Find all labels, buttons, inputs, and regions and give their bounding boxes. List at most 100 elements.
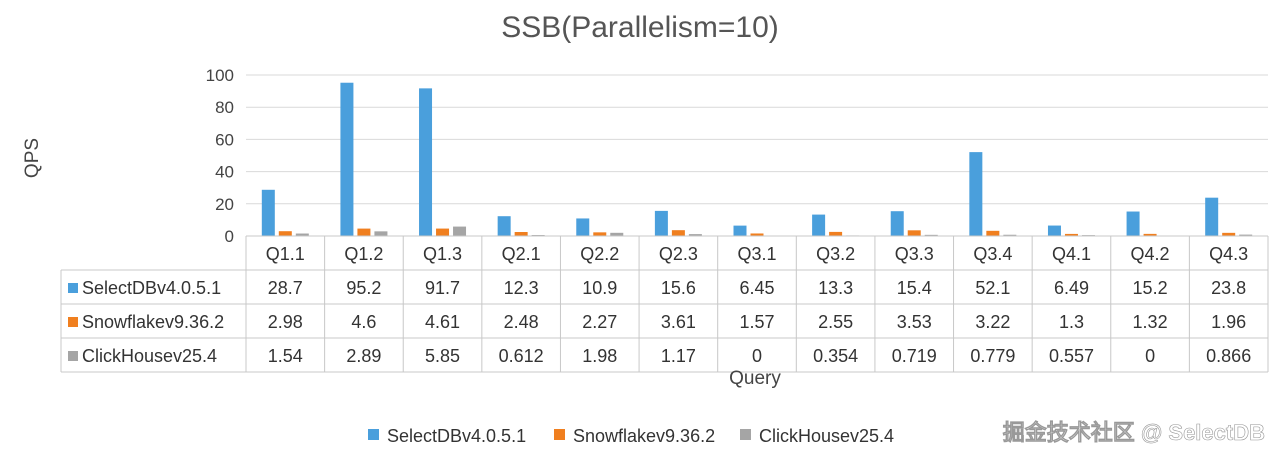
data-label: 0.779 [970,346,1015,366]
bar-0-11 [1126,211,1140,236]
legend-label: ClickHousev25.4 [759,426,894,446]
bar-1-7 [829,231,843,236]
bar-0-4 [576,218,590,236]
data-label: 15.6 [661,278,696,298]
data-label: 4.6 [351,312,376,332]
x-axis-title: Query [729,368,781,389]
legend-label: SelectDBv4.0.5.1 [387,426,526,446]
gridlines [246,74,1268,237]
data-label: 2.89 [346,346,381,366]
legend-swatch-1 [554,429,565,440]
bar-2-0 [295,233,309,236]
data-label: 2.27 [582,312,617,332]
watermark: 掘金技术社区 @ SelectDB [1002,420,1265,446]
bar-1-10 [1064,233,1078,236]
bar-1-1 [357,228,371,236]
data-label: 12.3 [504,278,539,298]
bar-2-1 [374,231,388,236]
data-label: 3.61 [661,312,696,332]
category-label: Q2.2 [580,244,619,264]
bar-1-11 [1143,233,1157,236]
bar-0-5 [654,210,668,236]
data-label: 6.45 [739,278,774,298]
bar-0-1 [340,82,354,236]
data-label: 1.57 [739,312,774,332]
data-label: 0 [1145,346,1155,366]
data-table: Q1.1 Q1.2 Q1.3 Q2.1 Q2.2 Q2.3 Q3.1 Q3.2 Q3.3 Q3.4… [60,235,1269,373]
category-label: Q3.1 [737,244,776,264]
data-label: 6.49 [1054,278,1089,298]
bar-0-3 [497,216,511,236]
data-label: 0 [752,346,762,366]
bars [261,82,1253,236]
bar-2-8 [924,234,938,236]
bar-2-2 [453,226,467,236]
y-tick-label: 60 [215,130,234,149]
legend-swatch-0 [368,429,379,440]
bar-0-10 [1047,225,1061,236]
data-label: 4.61 [425,312,460,332]
bar-0-12 [1205,197,1219,236]
data-label: 13.3 [818,278,853,298]
data-label: 0.612 [499,346,544,366]
category-label: Q2.3 [659,244,698,264]
category-label: Q1.1 [266,244,305,264]
data-label: 5.85 [425,346,460,366]
bar-0-0 [261,189,275,236]
y-tick-label: 40 [215,163,234,182]
legend-swatch-2 [740,429,751,440]
bar-0-8 [890,211,904,236]
bar-1-2 [436,228,450,236]
category-label: Q1.3 [423,244,462,264]
data-label: 15.4 [897,278,932,298]
chart-title: SSB(Parallelism=10) [501,11,779,44]
data-label: 2.98 [268,312,303,332]
data-label: 3.53 [897,312,932,332]
data-label: 0.557 [1049,346,1094,366]
series-name: Snowflakev9.36.2 [82,312,224,332]
data-label: 1.54 [268,346,303,366]
bar-1-5 [671,230,685,236]
legend: SelectDBv4.0.5.1 Snowflakev9.36.2 ClickHou… [368,426,894,446]
y-tick-label: 80 [215,98,234,117]
category-label: Q2.1 [502,244,541,264]
y-tick-label: 0 [225,227,234,246]
bar-1-3 [514,232,528,236]
category-label: Q4.2 [1131,244,1170,264]
y-axis-title: QPS [22,138,43,178]
bar-0-7 [812,214,826,236]
data-label: 1.17 [661,346,696,366]
data-label: 28.7 [268,278,303,298]
category-label: Q4.3 [1209,244,1248,264]
data-label: 2.55 [818,312,853,332]
data-label: 0.866 [1206,346,1251,366]
data-label: 1.98 [582,346,617,366]
data-label: 15.2 [1133,278,1168,298]
data-label: 0.354 [813,346,858,366]
data-label: 23.8 [1211,278,1246,298]
series-name: ClickHousev25.4 [82,346,217,366]
bar-2-12 [1239,234,1253,236]
bar-1-12 [1222,232,1236,236]
category-label: Q4.1 [1052,244,1091,264]
data-label: 1.3 [1059,312,1084,332]
bar-2-5 [688,234,702,236]
series-name: SelectDBv4.0.5.1 [82,278,221,298]
series-key-1 [68,317,78,327]
y-axis: 0 20 40 60 80 100 [206,66,234,246]
bar-1-0 [278,231,292,236]
data-label: 3.22 [975,312,1010,332]
bar-1-6 [750,233,764,236]
series-key-2 [68,351,78,361]
legend-label: Snowflakev9.36.2 [573,426,715,446]
data-label: 52.1 [975,278,1010,298]
bar-1-4 [593,232,607,236]
category-label: Q3.4 [973,244,1012,264]
data-label: 1.96 [1211,312,1246,332]
data-label: 0.719 [892,346,937,366]
y-tick-label: 100 [206,66,234,85]
category-label: Q1.2 [344,244,383,264]
y-tick-label: 20 [215,195,234,214]
data-label: 2.48 [504,312,539,332]
